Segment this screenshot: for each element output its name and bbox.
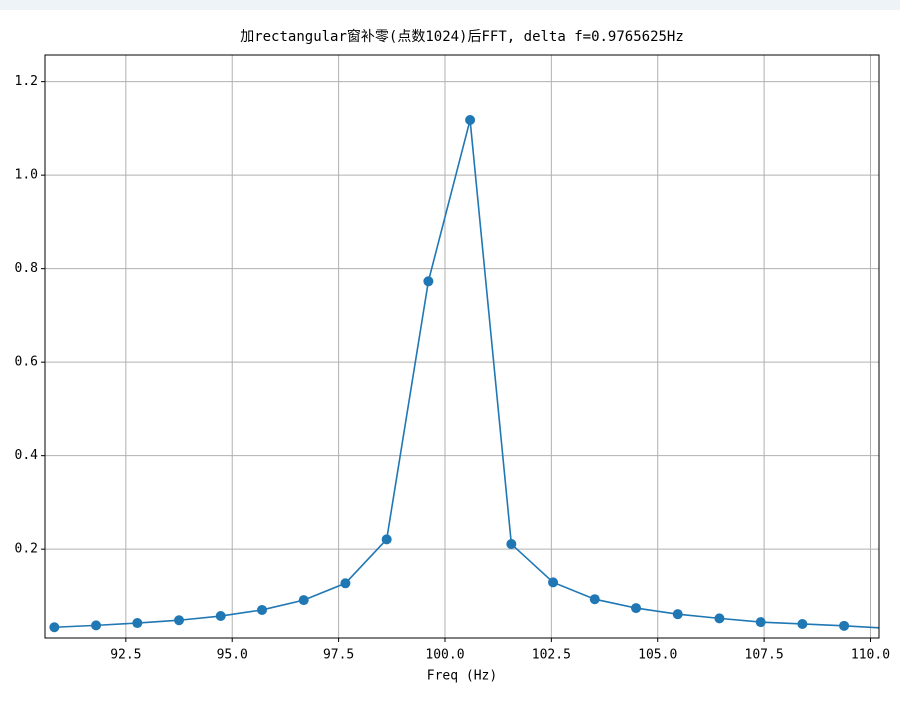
series-line bbox=[54, 119, 879, 629]
plot-frame bbox=[44, 54, 880, 639]
x-tick-label: 97.5 bbox=[323, 648, 354, 663]
data-point bbox=[49, 622, 60, 633]
data-point bbox=[257, 604, 268, 615]
top-bar bbox=[0, 0, 900, 10]
data-point bbox=[631, 603, 642, 614]
data-point bbox=[714, 613, 725, 624]
chart-title: 加rectangular窗补零(点数1024)后FFT, delta f=0.9… bbox=[240, 28, 684, 45]
x-tick-label: 92.5 bbox=[110, 648, 141, 663]
y-tick-label: 0.8 bbox=[15, 261, 38, 276]
x-tick-label: 107.5 bbox=[745, 648, 784, 663]
x-tick-label: 102.5 bbox=[532, 648, 571, 663]
data-point bbox=[132, 618, 143, 629]
x-tick-label: 95.0 bbox=[217, 648, 248, 663]
x-tick-label: 100.0 bbox=[425, 648, 464, 663]
data-point bbox=[215, 611, 226, 622]
plot-area bbox=[45, 55, 890, 638]
data-point bbox=[880, 623, 890, 633]
y-tick-label: 1.0 bbox=[15, 168, 38, 183]
x-axis-label: Freq (Hz) bbox=[427, 669, 497, 684]
data-point bbox=[298, 595, 309, 606]
data-point bbox=[91, 620, 102, 631]
data-point bbox=[797, 618, 808, 629]
data-point bbox=[340, 578, 351, 589]
y-tick-label: 0.2 bbox=[15, 542, 38, 557]
data-point bbox=[506, 539, 517, 550]
data-point bbox=[839, 620, 850, 631]
data-point bbox=[589, 594, 600, 605]
y-tick-label: 0.6 bbox=[15, 355, 38, 370]
y-tick-label: 0.4 bbox=[15, 448, 39, 463]
data-point bbox=[465, 114, 476, 125]
data-point bbox=[548, 577, 559, 588]
x-tick-label: 110.0 bbox=[851, 648, 890, 663]
x-tick-label: 105.0 bbox=[638, 648, 677, 663]
data-point bbox=[381, 534, 392, 545]
data-point bbox=[423, 276, 434, 287]
data-point bbox=[672, 609, 683, 620]
data-point bbox=[755, 617, 766, 628]
y-tick-label: 1.2 bbox=[15, 74, 38, 89]
data-point bbox=[174, 615, 185, 626]
